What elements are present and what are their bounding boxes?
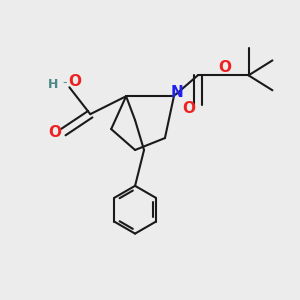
Text: O: O (218, 60, 231, 75)
Text: O: O (182, 101, 195, 116)
Text: -: - (63, 76, 67, 89)
Text: O: O (68, 74, 81, 89)
Text: O: O (48, 124, 61, 140)
Text: N: N (171, 85, 184, 100)
Text: H: H (48, 78, 58, 91)
